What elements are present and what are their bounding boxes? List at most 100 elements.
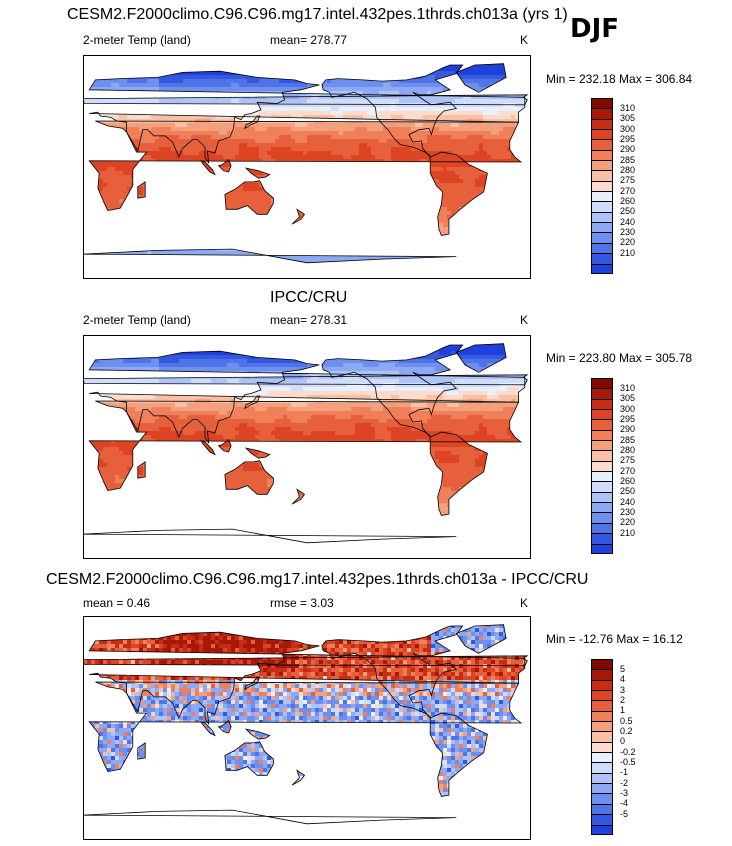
panel-2-title: IPCC/CRU	[270, 289, 348, 306]
colorbar-swatch	[592, 181, 612, 193]
colorbar-tick-label: -2	[620, 777, 629, 788]
colorbar-tick-label: 310	[620, 382, 636, 393]
colorbar-swatch	[592, 202, 612, 213]
panel-3-title: CESM2.F2000climo.C96.C96.mg17.intel.432p…	[46, 571, 589, 588]
panel-2-colorbar: 310 305 300 295 290 285 280 275 270 260 250 240 230 2…	[591, 378, 671, 554]
coastline-north-america	[321, 344, 464, 438]
colorbar-tick-label: -4	[620, 798, 629, 809]
colorbar-swatch	[592, 264, 612, 273]
colorbar-swatch	[592, 441, 612, 452]
colorbar-boxes	[591, 659, 613, 835]
colorbar-tick-label: 270	[620, 185, 636, 196]
coastline-south-america	[429, 712, 488, 797]
colorbar-tick-label: 275	[620, 455, 636, 466]
coastline-new-guinea	[244, 447, 271, 459]
colorbar-swatch	[592, 472, 612, 483]
colorbar-tick-label: 1	[620, 705, 626, 716]
colorbar-tick-label: 295	[620, 133, 636, 144]
colorbar-swatch	[592, 243, 612, 255]
colorbar-swatch	[592, 660, 612, 671]
colorbar-tick-label: 300	[620, 123, 636, 134]
panel-2-minmax: Min = 223.80 Max = 305.78	[546, 351, 693, 365]
colorbar-tick-label: 230	[620, 507, 636, 518]
colorbar-swatch	[592, 233, 612, 244]
coastline-europe-asia	[88, 350, 526, 444]
colorbar-swatch	[592, 399, 612, 411]
coastline-japan	[244, 676, 261, 691]
colorbar-tick-label: 295	[620, 413, 636, 424]
colorbar-tick-label: 270	[620, 465, 636, 476]
panel-1-mean-label: mean= 278.77	[270, 33, 348, 47]
colorbar-tick-label: 0	[620, 736, 626, 747]
colorbar-swatch	[592, 680, 612, 692]
panel-3-rmse-label: rmse = 3.03	[270, 596, 334, 610]
colorbar-swatch	[592, 451, 612, 462]
colorbar-swatch	[592, 461, 612, 473]
colorbar-swatch	[592, 732, 612, 743]
colorbar-tick-label: 220	[620, 237, 636, 248]
coastline-sumatra	[200, 440, 216, 456]
colorbar-tick-label: 4	[620, 674, 626, 685]
coastline-new-zealand	[291, 208, 306, 225]
colorbar-boxes	[591, 378, 613, 554]
map-frame	[83, 616, 531, 840]
colorbar-tick-label: 290	[620, 144, 636, 155]
coastline-greenland	[455, 343, 507, 373]
coastline-japan	[244, 395, 261, 410]
colorbar-swatch	[592, 223, 612, 234]
colorbar-swatch	[592, 389, 612, 400]
colorbar-swatch	[592, 492, 612, 504]
colorbar-swatch	[592, 410, 612, 421]
panel-2-map	[83, 335, 531, 559]
colorbar-swatch	[592, 109, 612, 120]
colorbar-tick-label: 2	[620, 694, 626, 705]
colorbar-swatch	[592, 161, 612, 172]
colorbar-tick-label: 5	[620, 663, 626, 674]
colorbar-tick-label: 285	[620, 434, 636, 445]
coastline-australia	[224, 180, 274, 215]
colorbar-swatch	[592, 815, 612, 826]
coastline-madagascar	[137, 742, 146, 760]
colorbar-swatch	[592, 794, 612, 805]
coastline-europe-asia	[88, 631, 526, 725]
colorbar-tick-label: 260	[620, 476, 636, 487]
colorbar-swatch	[592, 150, 612, 162]
coastline-borneo	[217, 719, 232, 734]
colorbar-tick-label: -0.5	[620, 757, 636, 768]
panel-3-minmax: Min = -12.76 Max = 16.12	[546, 632, 683, 646]
colorbar-swatch	[592, 171, 612, 182]
coastline-uk	[83, 94, 529, 106]
coastline-africa	[88, 120, 523, 212]
panel-1-colorbar: 310 305 300 295 290 285 280 275 270 260 250 240 230 2…	[591, 98, 671, 274]
colorbar-tick-label: 300	[620, 403, 636, 414]
colorbar-tick-label: 230	[620, 227, 636, 238]
panel-2-mean-label: mean= 278.31	[270, 313, 348, 327]
coastline-sumatra	[200, 160, 216, 176]
colorbar-swatch	[592, 825, 612, 834]
colorbar-swatch	[592, 753, 612, 764]
colorbar-tick-label: 210	[620, 527, 636, 538]
coastline-europe-asia	[88, 70, 526, 164]
colorbar-swatch	[592, 544, 612, 553]
panel-2-left-label: 2-meter Temp (land)	[83, 313, 191, 327]
colorbar-tick-label: 305	[620, 393, 636, 404]
coastline-new-zealand	[291, 488, 306, 505]
coastline-south-america	[429, 431, 488, 516]
colorbar-tick-label: 310	[620, 102, 636, 113]
colorbar-tick-label: 260	[620, 196, 636, 207]
coastline-new-guinea	[244, 728, 271, 740]
colorbar-tick-label: 220	[620, 517, 636, 528]
coastline-greenland	[455, 63, 507, 93]
colorbar-tick-label: 275	[620, 175, 636, 186]
colorbar-tick-label: -1	[620, 767, 629, 778]
colorbar-swatch	[592, 513, 612, 524]
coastline-north-america	[321, 64, 464, 158]
season-label: DJF	[570, 14, 620, 44]
map-frame	[83, 335, 531, 559]
colorbar-swatch	[592, 420, 612, 431]
colorbar-tick-label: -5	[620, 808, 629, 819]
colorbar-swatch	[592, 482, 612, 493]
colorbar-tick-label: -0.2	[620, 746, 636, 757]
colorbar-swatch	[592, 119, 612, 131]
colorbar-tick-label: 280	[620, 444, 636, 455]
